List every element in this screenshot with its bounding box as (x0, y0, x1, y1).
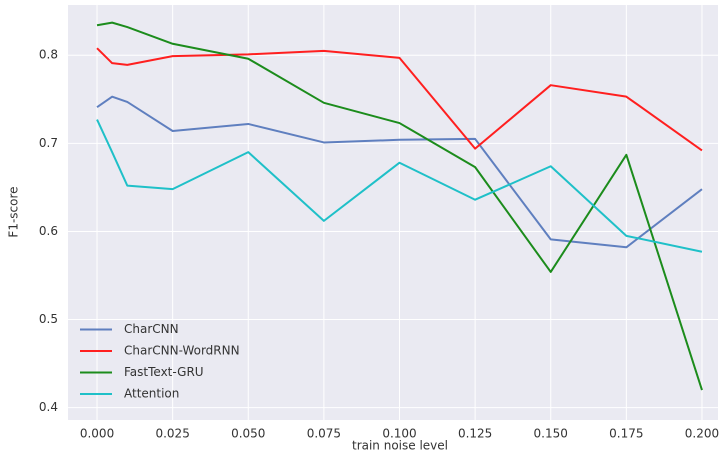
x-tick-label: 0.000 (80, 427, 114, 441)
series-line (96, 95, 703, 249)
y-tick-label: 0.4 (39, 400, 58, 414)
series-line (96, 47, 703, 152)
x-tick-label: 0.100 (382, 427, 416, 441)
x-axis-label: train noise level (352, 439, 448, 453)
x-tick-label: 0.150 (534, 427, 568, 441)
legend-label: FastText-GRU (124, 365, 204, 379)
y-tick-label: 0.8 (39, 48, 58, 62)
y-axis-label: F1-score (7, 186, 21, 237)
x-tick-label: 0.125 (458, 427, 492, 441)
y-tick-label: 0.6 (39, 224, 58, 238)
series-line (96, 21, 703, 391)
plot-area (68, 5, 718, 420)
x-tick-label: 0.025 (155, 427, 189, 441)
x-tick-label: 0.200 (685, 427, 719, 441)
y-tick-label: 0.7 (39, 136, 58, 150)
legend-label: CharCNN-WordRNN (124, 344, 240, 358)
x-tick-label: 0.050 (231, 427, 265, 441)
x-tick-label: 0.175 (609, 427, 643, 441)
series-line (96, 119, 703, 253)
x-tick-label: 0.075 (307, 427, 341, 441)
legend-label: Attention (124, 387, 179, 401)
y-tick-label: 0.5 (39, 312, 58, 326)
legend-label: CharCNN (124, 322, 179, 336)
